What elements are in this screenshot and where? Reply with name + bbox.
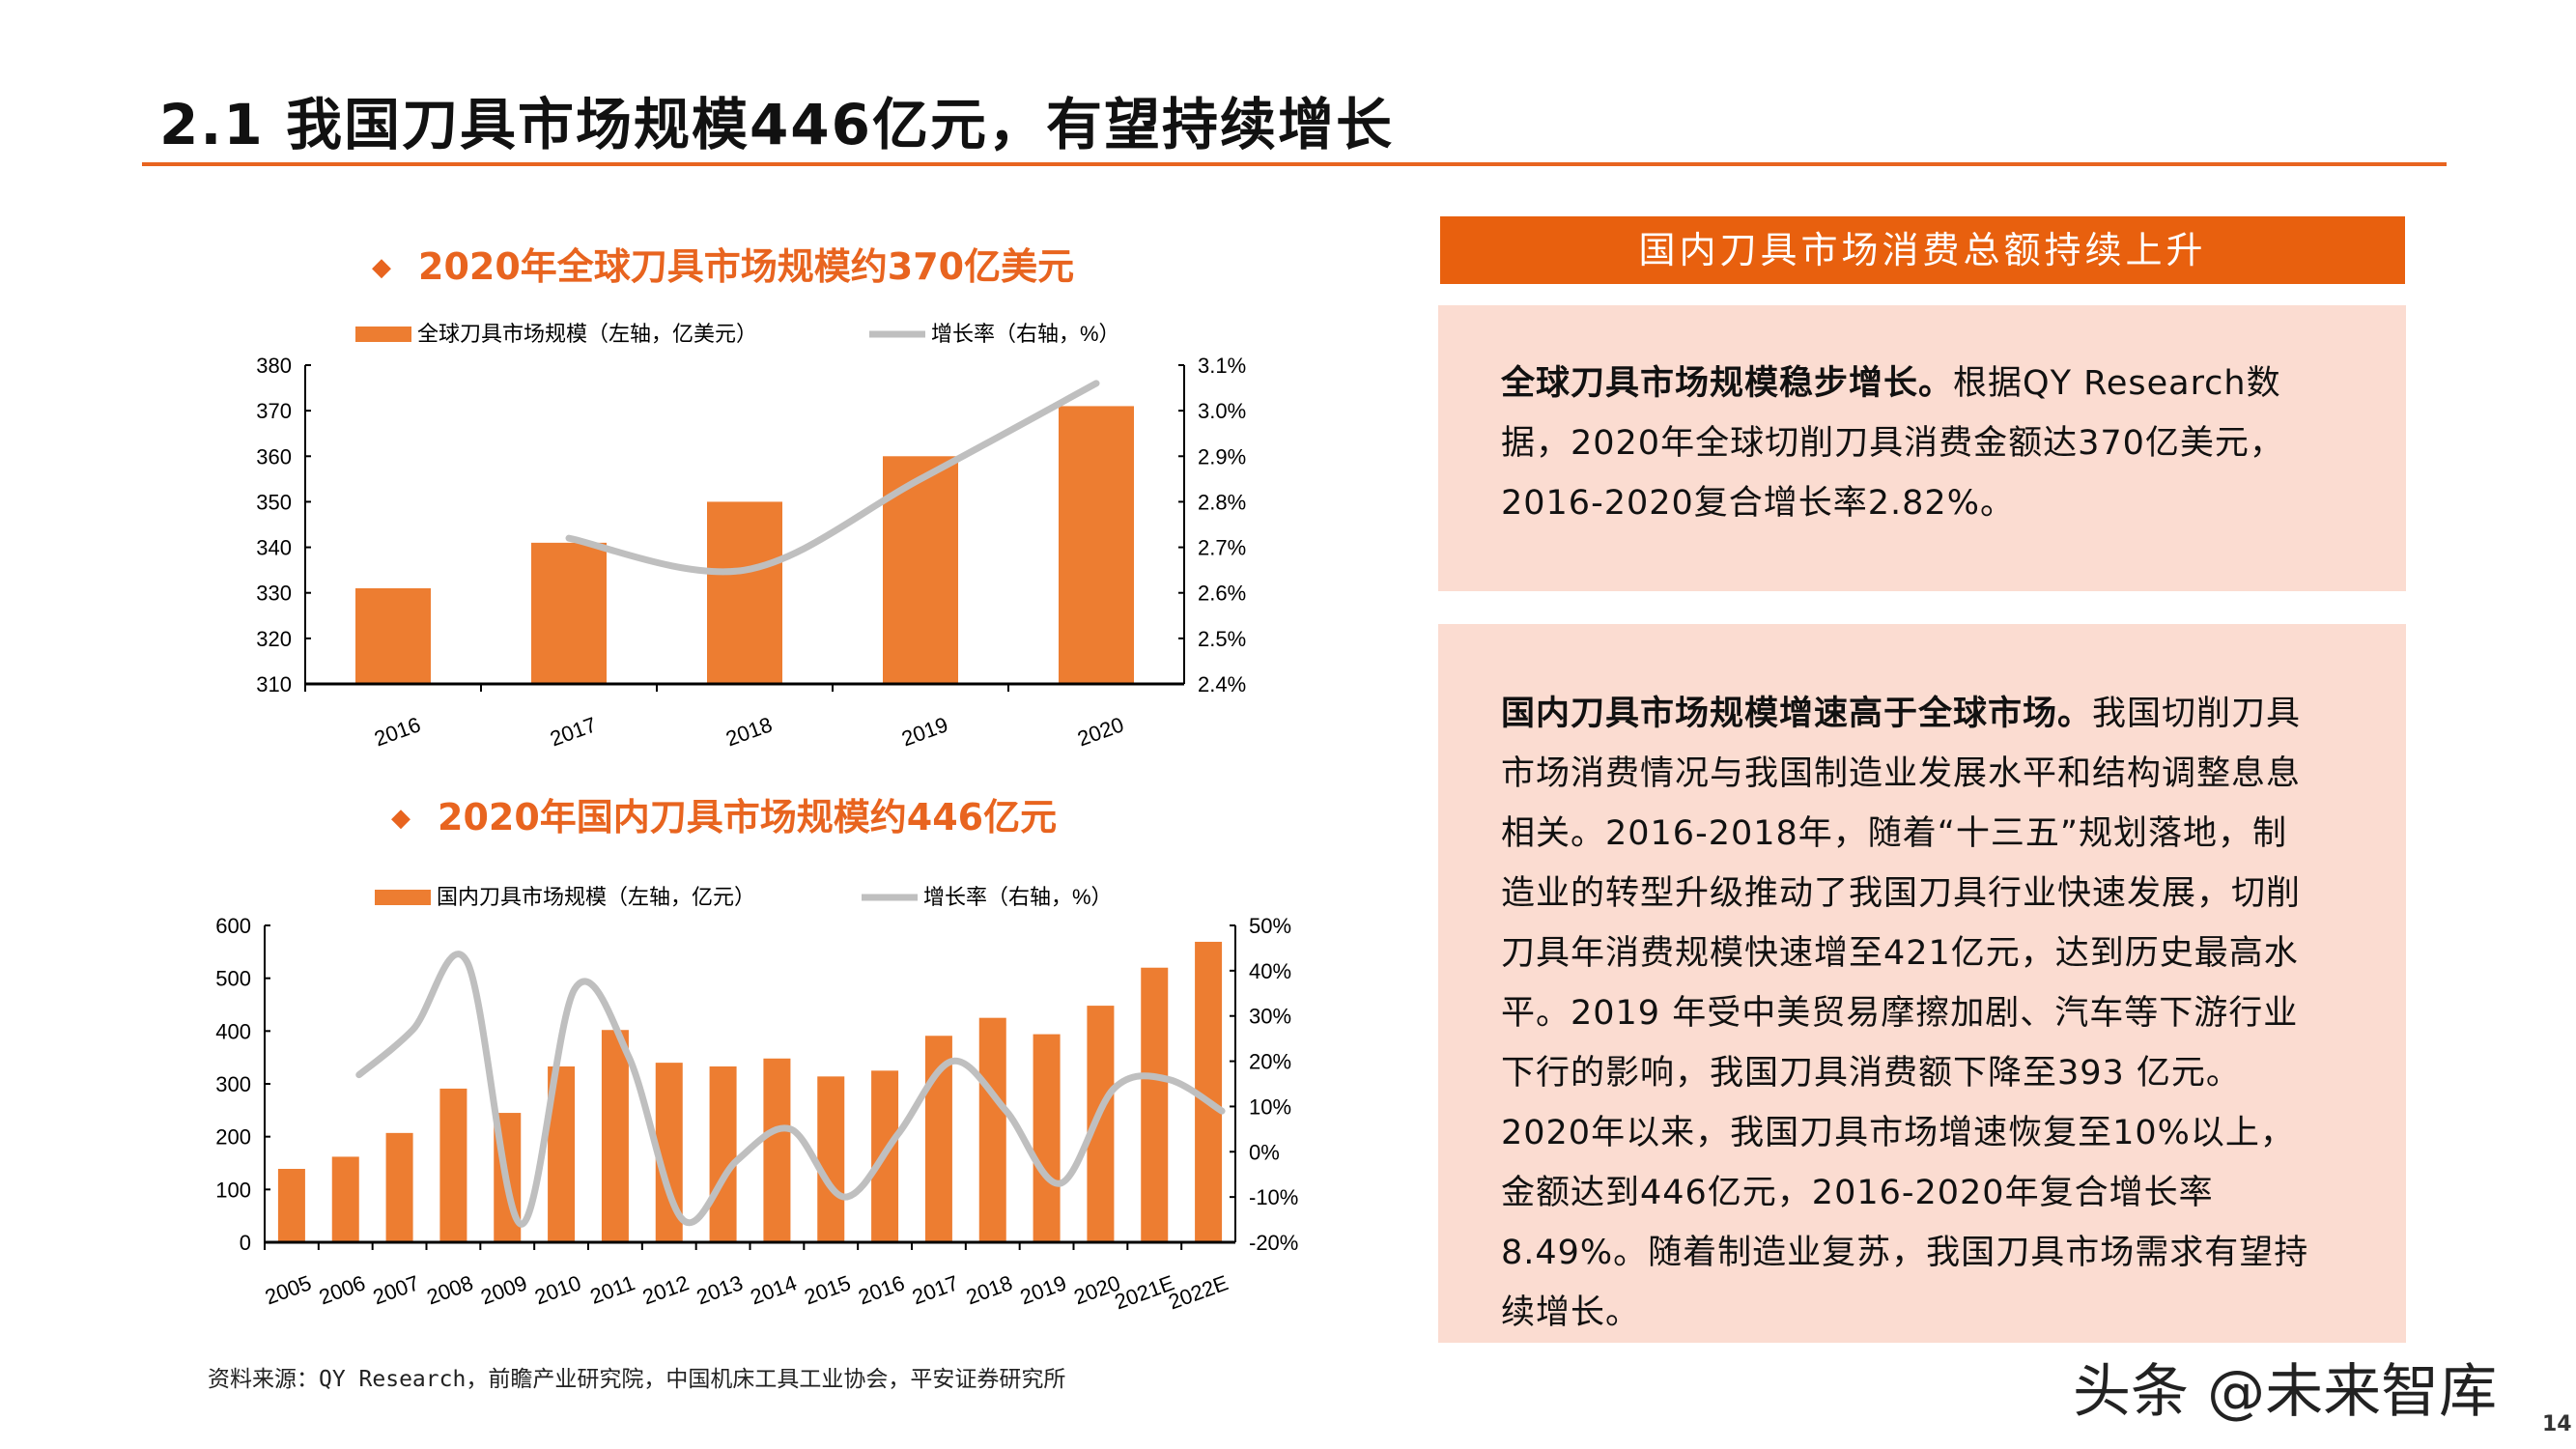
bar-2018 <box>707 501 782 684</box>
x-tick-label: 2016 <box>855 1270 908 1309</box>
x-tick-label: 2014 <box>748 1270 801 1309</box>
source-note: 资料来源：QY Research，前瞻产业研究院，中国机床工具工业协会，平安证券… <box>208 1367 1066 1392</box>
x-tick-label: 2015 <box>801 1270 854 1309</box>
growth-rate-line <box>565 380 1100 576</box>
left-tick-label: 100 <box>215 1178 251 1202</box>
bar-2016 <box>355 588 431 684</box>
left-tick-label: 330 <box>256 582 292 606</box>
growth-rate-line <box>355 951 1226 1228</box>
chart2-heading: ◆ 2020年国内刀具市场规模约446亿元 <box>391 787 1057 840</box>
left-tick-label: 350 <box>256 490 292 514</box>
diamond-icon: ◆ <box>372 253 391 282</box>
left-tick-label: 370 <box>256 399 292 423</box>
x-tick-label: 2018 <box>722 712 776 751</box>
right-tick-label: 50% <box>1249 914 1291 938</box>
right-tick-label: 30% <box>1249 1005 1291 1029</box>
right-tick-label: -20% <box>1249 1231 1298 1255</box>
bar-2017 <box>531 542 607 684</box>
box1-text: 根据QY Research数据，2020年全球切削刀具消费金额达370亿美元，2… <box>1501 364 2284 523</box>
left-tick-label: 310 <box>256 672 292 696</box>
right-tick-label: 2.4% <box>1198 672 1246 696</box>
x-tick-label: 2006 <box>316 1270 369 1309</box>
legend-bar-label: 国内刀具市场规模（左轴，亿元） <box>437 885 755 909</box>
legend-line-label: 增长率（右轴，%） <box>923 885 1113 909</box>
left-tick-label: 340 <box>256 536 292 560</box>
right-tick-label: 20% <box>1249 1050 1291 1074</box>
page-number: 14 <box>2542 1412 2572 1436</box>
chart2-heading-text: 2020年国内刀具市场规模约446亿元 <box>438 796 1058 838</box>
summary-box-domestic: 国内刀具市场规模增速高于全球市场。我国切削刀具市场消费情况与我国制造业发展水平和… <box>1438 624 2406 1343</box>
right-tick-label: 2.8% <box>1198 490 1246 514</box>
legend-bar-label: 全球刀具市场规模（左轴，亿美元） <box>417 322 757 346</box>
domestic-market-chart: 国内刀具市场规模（左轴，亿元） 增长率（右轴，%） 0 100 200 300 400 500… <box>215 885 1298 1314</box>
legend-bar-swatch <box>375 890 431 905</box>
summary-box-global: 全球刀具市场规模稳步增长。根据QY Research数据，2020年全球切削刀具… <box>1438 305 2406 591</box>
page-title: 2.1 我国刀具市场规模446亿元，有望持续增长 <box>159 92 1395 157</box>
bar-2014 <box>763 1058 791 1242</box>
chart1-heading: ◆ 2020年全球刀具市场规模约370亿美元 <box>372 237 1074 290</box>
global-market-chart: 全球刀具市场规模（左轴，亿美元） 增长率（右轴，%） 310 320 330 340 350… <box>256 322 1246 751</box>
bar-2006 <box>331 1156 359 1242</box>
bar-2020 <box>1059 406 1134 684</box>
x-tick-label: 2005 <box>262 1270 315 1309</box>
x-tick-label: 2012 <box>639 1270 693 1309</box>
right-tick-label: 2.9% <box>1198 444 1246 469</box>
left-tick-label: 380 <box>256 354 292 378</box>
right-tick-label: 3.0% <box>1198 399 1246 423</box>
watermark: 头条 @未来智库 <box>2073 1358 2498 1426</box>
x-tick-label: 2008 <box>424 1270 477 1309</box>
legend-line-label: 增长率（右轴，%） <box>931 322 1120 346</box>
bar-2015 <box>817 1076 845 1242</box>
right-tick-label: 40% <box>1249 959 1291 983</box>
right-tick-label: 3.1% <box>1198 354 1246 378</box>
x-tick-label: 2017 <box>547 712 600 751</box>
box2-bold: 国内刀具市场规模增速高于全球市场。 <box>1501 695 2093 733</box>
bar-2013 <box>709 1065 737 1242</box>
box1-bold: 全球刀具市场规模稳步增长。 <box>1501 364 1954 403</box>
left-tick-label: 400 <box>215 1019 251 1043</box>
x-tick-label: 2009 <box>477 1270 530 1309</box>
right-panel-header: 国内刀具市场消费总额持续上升 <box>1440 216 2405 284</box>
left-tick-label: 600 <box>215 914 251 938</box>
diamond-icon: ◆ <box>391 804 410 833</box>
x-tick-label: 2018 <box>963 1270 1016 1309</box>
x-tick-label: 2019 <box>1017 1270 1070 1309</box>
right-tick-label: 2.6% <box>1198 582 1246 606</box>
x-tick-label: 2007 <box>370 1270 423 1309</box>
chart1-heading-text: 2020年全球刀具市场规模约370亿美元 <box>418 245 1075 288</box>
left-tick-label: 360 <box>256 444 292 469</box>
x-tick-label: 2019 <box>898 712 951 751</box>
bar-2018 <box>978 1017 1006 1242</box>
bar-2005 <box>277 1169 305 1242</box>
bar-2011 <box>601 1030 629 1242</box>
x-tick-label: 2010 <box>531 1270 584 1309</box>
title-divider <box>142 162 2447 166</box>
left-tick-label: 0 <box>240 1231 251 1255</box>
bar-2007 <box>385 1132 413 1242</box>
x-tick-label: 2011 <box>587 1270 638 1309</box>
right-tick-label: 2.5% <box>1198 627 1246 651</box>
bar-2021E <box>1141 967 1169 1242</box>
x-tick-label: 2016 <box>371 712 424 751</box>
left-tick-label: 200 <box>215 1125 251 1150</box>
right-tick-label: 10% <box>1249 1094 1291 1119</box>
bar-2008 <box>439 1088 467 1242</box>
box2-text: 我国切削刀具市场消费情况与我国制造业发展水平和结构调整息息相关。2016-201… <box>1501 695 2309 1332</box>
right-tick-label: -10% <box>1249 1185 1298 1209</box>
left-tick-label: 320 <box>256 627 292 651</box>
x-tick-label: 2022E <box>1165 1270 1231 1314</box>
x-tick-label: 2020 <box>1074 712 1127 751</box>
x-tick-label: 2017 <box>909 1270 962 1309</box>
left-tick-label: 300 <box>215 1072 251 1096</box>
right-tick-label: 2.7% <box>1198 536 1246 560</box>
right-tick-label: 0% <box>1249 1140 1280 1164</box>
left-tick-label: 500 <box>215 967 251 991</box>
legend-bar-swatch <box>355 327 411 342</box>
x-tick-label: 2013 <box>694 1270 747 1309</box>
bar-2019 <box>1033 1034 1061 1242</box>
